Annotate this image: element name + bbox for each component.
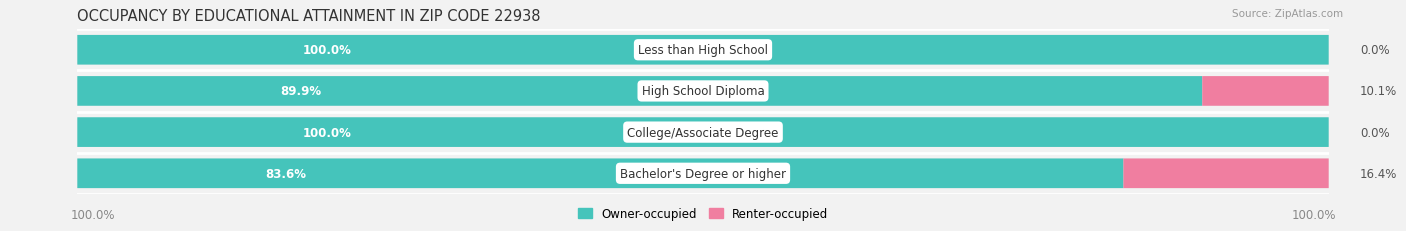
Text: Source: ZipAtlas.com: Source: ZipAtlas.com (1232, 9, 1343, 19)
Text: 16.4%: 16.4% (1360, 167, 1398, 180)
FancyBboxPatch shape (77, 77, 1329, 106)
Legend: Owner-occupied, Renter-occupied: Owner-occupied, Renter-occupied (575, 205, 831, 223)
Text: Less than High School: Less than High School (638, 44, 768, 57)
FancyBboxPatch shape (77, 36, 1329, 65)
Text: 0.0%: 0.0% (1360, 126, 1389, 139)
FancyBboxPatch shape (77, 118, 1329, 147)
FancyBboxPatch shape (77, 77, 1202, 106)
Text: 100.0%: 100.0% (1291, 208, 1336, 221)
Text: 100.0%: 100.0% (70, 208, 115, 221)
Text: 0.0%: 0.0% (1360, 44, 1389, 57)
Text: Bachelor's Degree or higher: Bachelor's Degree or higher (620, 167, 786, 180)
Text: High School Diploma: High School Diploma (641, 85, 765, 98)
Text: 83.6%: 83.6% (266, 167, 307, 180)
Text: 100.0%: 100.0% (302, 44, 352, 57)
FancyBboxPatch shape (77, 159, 1123, 188)
Text: 100.0%: 100.0% (302, 126, 352, 139)
FancyBboxPatch shape (77, 118, 1329, 147)
Text: OCCUPANCY BY EDUCATIONAL ATTAINMENT IN ZIP CODE 22938: OCCUPANCY BY EDUCATIONAL ATTAINMENT IN Z… (77, 9, 541, 24)
FancyBboxPatch shape (77, 159, 1329, 188)
Text: 89.9%: 89.9% (280, 85, 321, 98)
FancyBboxPatch shape (1123, 159, 1329, 188)
FancyBboxPatch shape (77, 36, 1329, 65)
FancyBboxPatch shape (1202, 77, 1329, 106)
Text: 10.1%: 10.1% (1360, 85, 1398, 98)
Text: College/Associate Degree: College/Associate Degree (627, 126, 779, 139)
